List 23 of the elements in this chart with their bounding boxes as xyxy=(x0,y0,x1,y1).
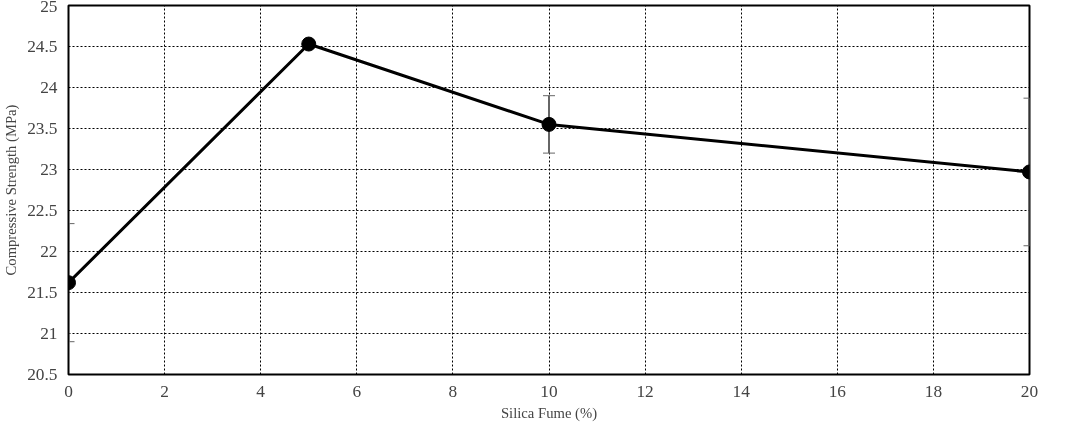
y-tick-label: 20.5 xyxy=(27,365,58,384)
x-tick-label: 10 xyxy=(540,381,558,401)
y-tick-label: 21.5 xyxy=(27,283,58,302)
y-axis-title: Compressive Strength (MPa) xyxy=(3,104,21,276)
y-tick-label: 24 xyxy=(40,78,58,97)
x-tick-label: 6 xyxy=(352,381,362,401)
x-tick-label: 2 xyxy=(160,381,169,401)
x-tick-label: 20 xyxy=(1020,381,1039,401)
x-tick-label: 16 xyxy=(828,381,847,401)
y-tick-label: 22.5 xyxy=(27,201,58,220)
y-tick-label: 21 xyxy=(40,324,58,343)
x-tick-label: 12 xyxy=(636,381,654,401)
x-axis-title: Silica Fume (%) xyxy=(500,404,598,422)
y-tick-label: 23 xyxy=(40,160,58,179)
x-tick-label: 0 xyxy=(64,381,73,401)
y-tick-label: 22 xyxy=(40,242,58,261)
x-tick-label: 4 xyxy=(256,381,266,401)
y-tick-label: 23.5 xyxy=(27,119,58,138)
x-tick-label: 18 xyxy=(924,381,943,401)
x-tick-label: 14 xyxy=(732,381,751,401)
y-tick-label: 24.5 xyxy=(27,37,58,56)
x-tick-label: 8 xyxy=(448,381,458,401)
y-tick-label: 25 xyxy=(40,0,58,16)
